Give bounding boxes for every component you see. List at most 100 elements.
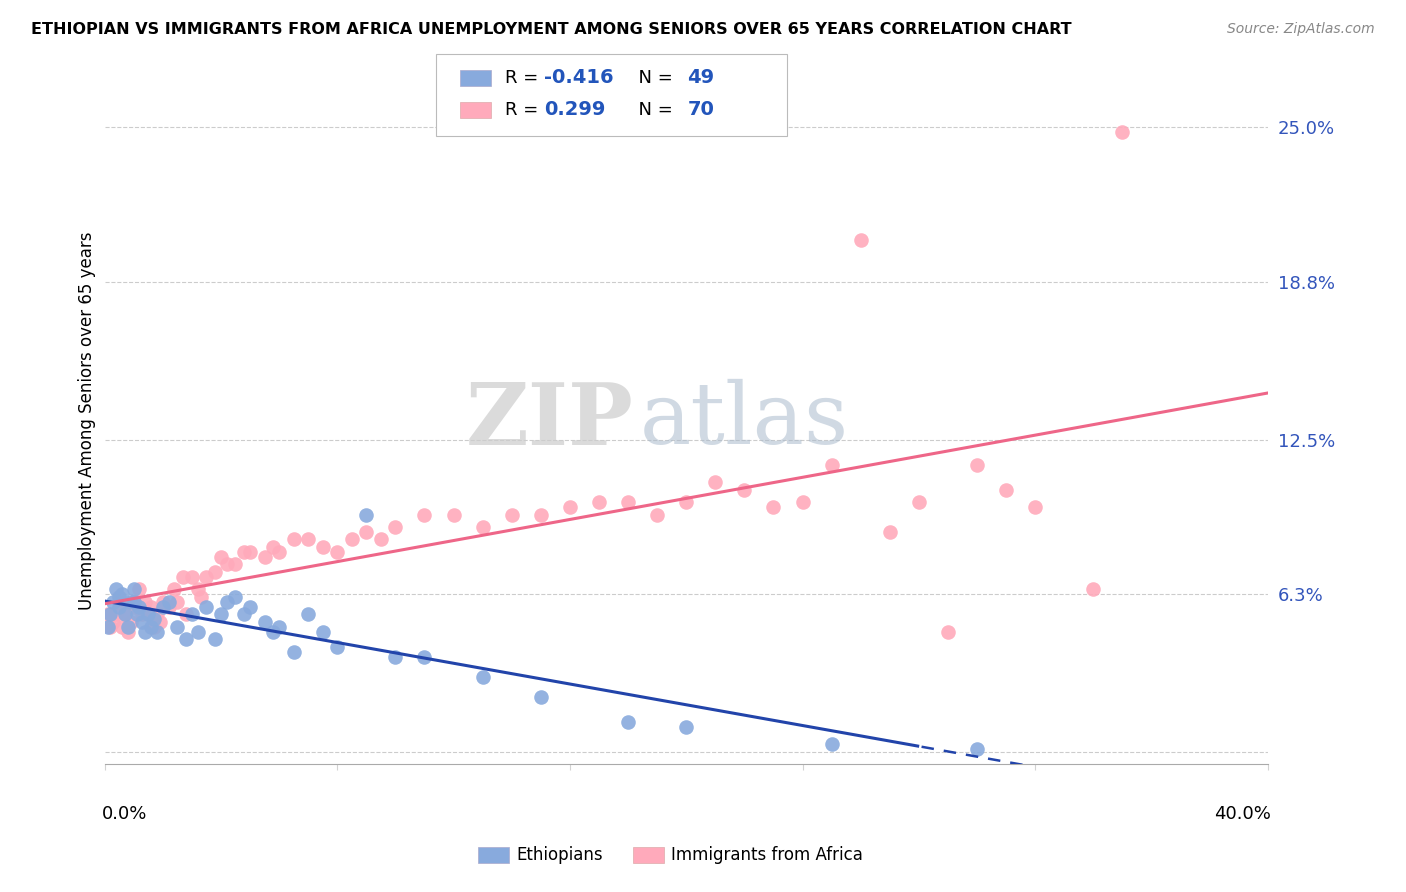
- Point: [966, 458, 988, 472]
- Point: [908, 495, 931, 509]
- Point: [471, 520, 494, 534]
- Text: 0.0%: 0.0%: [101, 805, 148, 823]
- Point: [187, 624, 209, 639]
- Point: [122, 599, 145, 614]
- Text: Ethiopians: Ethiopians: [516, 846, 603, 863]
- Point: [136, 607, 159, 622]
- Point: [733, 483, 755, 497]
- Point: [174, 632, 197, 647]
- Text: ETHIOPIAN VS IMMIGRANTS FROM AFRICA UNEMPLOYMENT AMONG SENIORS OVER 65 YEARS COR: ETHIOPIAN VS IMMIGRANTS FROM AFRICA UNEM…: [31, 22, 1071, 37]
- Point: [96, 607, 118, 622]
- Point: [134, 624, 156, 639]
- Point: [530, 690, 553, 704]
- Point: [297, 607, 319, 622]
- Point: [849, 233, 872, 247]
- Text: N =: N =: [627, 101, 679, 119]
- Point: [180, 607, 202, 622]
- Point: [152, 595, 174, 609]
- Point: [312, 540, 335, 554]
- Point: [1024, 500, 1046, 514]
- Text: Immigrants from Africa: Immigrants from Africa: [671, 846, 862, 863]
- Point: [283, 645, 305, 659]
- Point: [117, 624, 139, 639]
- Point: [384, 649, 406, 664]
- Text: 40.0%: 40.0%: [1213, 805, 1271, 823]
- Point: [209, 549, 232, 564]
- Point: [105, 607, 128, 622]
- Point: [501, 508, 523, 522]
- Text: 49: 49: [688, 68, 714, 87]
- Point: [125, 607, 148, 622]
- Point: [966, 742, 988, 756]
- Point: [117, 620, 139, 634]
- Point: [384, 520, 406, 534]
- Point: [166, 595, 188, 609]
- Point: [283, 533, 305, 547]
- Point: [114, 607, 136, 622]
- Text: R =: R =: [505, 69, 544, 87]
- Point: [588, 495, 610, 509]
- Point: [143, 612, 166, 626]
- Point: [820, 458, 842, 472]
- Point: [108, 599, 131, 614]
- Point: [471, 670, 494, 684]
- Point: [100, 607, 122, 622]
- Point: [146, 607, 169, 622]
- Point: [370, 533, 392, 547]
- Point: [443, 508, 465, 522]
- Point: [675, 495, 697, 509]
- Point: [312, 624, 335, 639]
- Point: [326, 640, 349, 654]
- Text: R =: R =: [505, 101, 550, 119]
- Point: [172, 570, 194, 584]
- Point: [143, 620, 166, 634]
- Point: [233, 545, 256, 559]
- Point: [617, 714, 640, 729]
- Point: [262, 540, 284, 554]
- Point: [139, 620, 162, 634]
- Point: [936, 624, 959, 639]
- Point: [96, 620, 118, 634]
- Point: [157, 595, 180, 609]
- Point: [103, 615, 125, 629]
- Point: [190, 590, 212, 604]
- Point: [233, 607, 256, 622]
- Point: [114, 607, 136, 622]
- Point: [209, 607, 232, 622]
- Point: [326, 545, 349, 559]
- Point: [187, 582, 209, 597]
- Point: [340, 533, 363, 547]
- Point: [131, 615, 153, 629]
- Y-axis label: Unemployment Among Seniors over 65 years: Unemployment Among Seniors over 65 years: [79, 232, 96, 610]
- Point: [297, 533, 319, 547]
- Point: [134, 595, 156, 609]
- Point: [215, 558, 238, 572]
- Point: [120, 595, 142, 609]
- Text: 0.299: 0.299: [544, 100, 606, 120]
- Point: [267, 620, 290, 634]
- Point: [180, 570, 202, 584]
- Point: [157, 599, 180, 614]
- Text: atlas: atlas: [640, 379, 849, 462]
- Text: ZIP: ZIP: [467, 379, 634, 463]
- Point: [149, 615, 172, 629]
- Point: [262, 624, 284, 639]
- Point: [879, 524, 901, 539]
- Point: [136, 607, 159, 622]
- Point: [224, 558, 246, 572]
- Point: [356, 508, 378, 522]
- Point: [558, 500, 581, 514]
- Point: [253, 549, 276, 564]
- Point: [215, 595, 238, 609]
- Point: [122, 582, 145, 597]
- Point: [239, 599, 262, 614]
- Point: [995, 483, 1018, 497]
- Point: [356, 524, 378, 539]
- Point: [413, 508, 436, 522]
- Point: [224, 590, 246, 604]
- Point: [239, 545, 262, 559]
- Point: [704, 475, 727, 489]
- Point: [163, 582, 186, 597]
- Point: [675, 720, 697, 734]
- Point: [645, 508, 668, 522]
